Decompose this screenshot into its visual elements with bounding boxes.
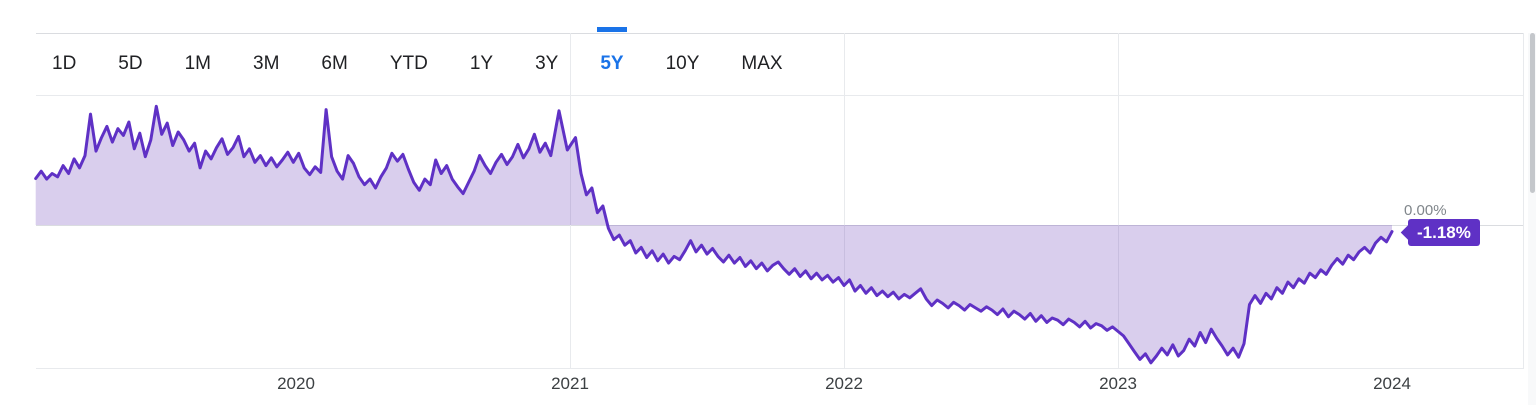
tab-3y[interactable]: 3Y bbox=[533, 49, 560, 79]
tab-1y[interactable]: 1Y bbox=[468, 49, 495, 79]
chart-right-border bbox=[1523, 33, 1524, 369]
tab-1m[interactable]: 1M bbox=[183, 49, 213, 79]
tab-max[interactable]: MAX bbox=[739, 49, 784, 79]
time-range-tabs: 1D 5D 1M 3M 6M YTD 1Y 3Y 5Y 10Y MAX bbox=[36, 27, 785, 95]
tab-5y[interactable]: 5Y bbox=[596, 27, 628, 79]
scrollbar-track[interactable] bbox=[1528, 33, 1536, 405]
x-tick-2020: 2020 bbox=[277, 374, 315, 393]
current-value-badge: -1.18% bbox=[1408, 219, 1480, 246]
scrollbar-thumb[interactable] bbox=[1530, 33, 1535, 193]
x-tick-2024: 2024 bbox=[1373, 374, 1411, 393]
x-tick-2023: 2023 bbox=[1099, 374, 1137, 393]
x-tick-2021: 2021 bbox=[551, 374, 589, 393]
baseline-value-label: 0.00% bbox=[1404, 202, 1447, 219]
series-line bbox=[34, 104, 1394, 365]
tab-1d[interactable]: 1D bbox=[50, 49, 78, 79]
tab-ytd[interactable]: YTD bbox=[388, 49, 430, 79]
tab-6m[interactable]: 6M bbox=[319, 49, 349, 79]
tab-5d[interactable]: 5D bbox=[116, 49, 144, 79]
tab-10y[interactable]: 10Y bbox=[664, 49, 702, 79]
x-tick-2022: 2022 bbox=[825, 374, 863, 393]
series-area-fill bbox=[35, 106, 1393, 363]
tab-3m[interactable]: 3M bbox=[251, 49, 281, 79]
